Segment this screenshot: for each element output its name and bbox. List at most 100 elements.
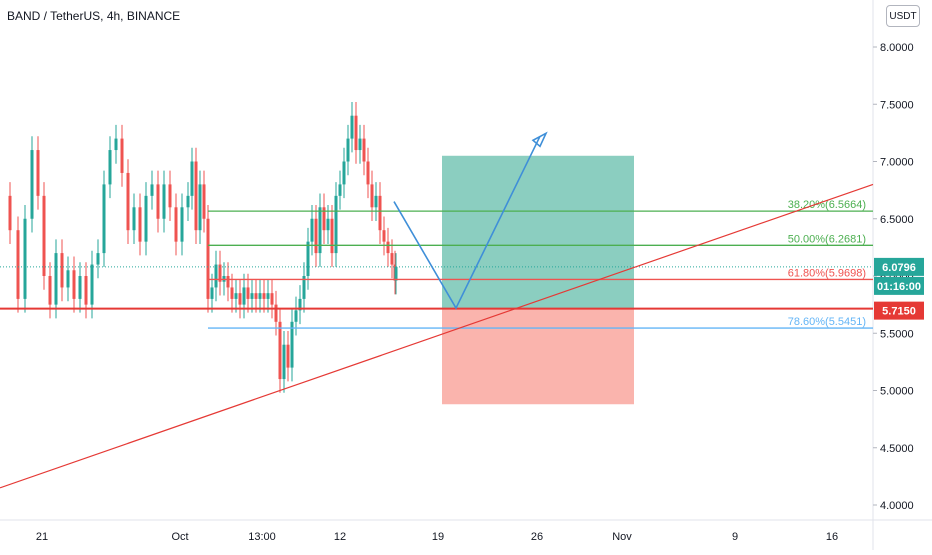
target-zone bbox=[442, 155, 634, 309]
x-tick-label: 13:00 bbox=[248, 531, 276, 543]
candle-body bbox=[156, 184, 160, 219]
candle-body bbox=[48, 276, 52, 305]
currency-badge[interactable]: USDT bbox=[886, 5, 920, 27]
candle-body bbox=[390, 253, 394, 265]
candle-body bbox=[334, 195, 338, 254]
candle-body bbox=[290, 321, 294, 368]
fib-level-label: 78.60%(5.5451) bbox=[788, 316, 866, 328]
candle-body bbox=[206, 218, 210, 299]
candle-body bbox=[294, 310, 298, 322]
candle-body bbox=[386, 241, 390, 254]
candle-body bbox=[120, 138, 124, 173]
candle-body bbox=[238, 293, 242, 305]
stop-zone bbox=[442, 308, 634, 405]
candle-body bbox=[338, 184, 342, 196]
x-tick-label: 9 bbox=[732, 531, 738, 543]
candle-body bbox=[322, 207, 326, 231]
candle-body bbox=[54, 253, 58, 305]
candle-body bbox=[274, 304, 278, 322]
candle-body bbox=[174, 207, 178, 242]
candle-body bbox=[66, 270, 70, 288]
candle-body bbox=[90, 264, 94, 305]
candle-body bbox=[60, 253, 64, 288]
candle-body bbox=[350, 115, 354, 139]
candle-body bbox=[218, 264, 222, 282]
candle-body bbox=[150, 184, 154, 196]
candle-body bbox=[84, 276, 88, 305]
projection-path bbox=[393, 135, 541, 310]
countdown-label-bg bbox=[874, 276, 924, 295]
candle-body bbox=[306, 241, 310, 276]
candle-body bbox=[194, 161, 198, 231]
candle-body bbox=[266, 293, 270, 299]
candle-body bbox=[190, 161, 194, 196]
candle-body bbox=[234, 293, 238, 299]
candle-body bbox=[382, 230, 386, 242]
candle-body bbox=[286, 344, 290, 368]
candle-body bbox=[180, 207, 184, 242]
last-price-label: 6.0796 bbox=[882, 262, 916, 274]
fib-level-label: 38.20%(6.5664) bbox=[788, 199, 866, 211]
candle-body bbox=[214, 264, 218, 288]
candle-body bbox=[342, 161, 346, 185]
candle-body bbox=[210, 287, 214, 299]
trendline bbox=[0, 183, 874, 489]
candle-body bbox=[254, 293, 258, 299]
projection-arrowhead bbox=[531, 131, 548, 148]
candle-body bbox=[132, 207, 136, 231]
candle-body bbox=[370, 184, 374, 208]
candle-body bbox=[318, 207, 322, 254]
candle-body bbox=[302, 276, 306, 299]
candle-body bbox=[262, 293, 266, 299]
candle-body bbox=[186, 195, 190, 208]
candle-body bbox=[198, 184, 202, 231]
candle-body bbox=[114, 138, 118, 151]
candle-body bbox=[242, 287, 246, 305]
x-tick-label: 16 bbox=[826, 531, 838, 543]
candle-body bbox=[23, 218, 27, 299]
candle-body bbox=[270, 293, 274, 305]
y-tick-label: 7.5000 bbox=[880, 99, 914, 111]
y-tick-label: 8.0000 bbox=[880, 42, 914, 54]
candle-body bbox=[230, 287, 234, 299]
x-tick-label: Nov bbox=[612, 531, 632, 543]
y-tick-label: 4.5000 bbox=[880, 443, 914, 455]
candle-body bbox=[162, 184, 166, 219]
candle-body bbox=[358, 138, 362, 151]
candle-body bbox=[226, 276, 230, 288]
candle-body bbox=[96, 253, 100, 265]
candle-body bbox=[250, 293, 254, 299]
candle-body bbox=[72, 270, 76, 299]
candle-body bbox=[378, 195, 382, 231]
candle-body bbox=[310, 218, 314, 242]
candle-body bbox=[102, 184, 106, 254]
candle-body bbox=[258, 293, 262, 299]
candle-body bbox=[16, 230, 20, 299]
candle-body bbox=[326, 218, 330, 231]
candle-body bbox=[314, 218, 318, 254]
candle-body bbox=[354, 115, 358, 151]
last-price-label-bg bbox=[874, 257, 924, 276]
candle-body bbox=[278, 321, 282, 380]
x-tick-label: 21 bbox=[36, 531, 48, 543]
candle-body bbox=[144, 195, 148, 242]
y-tick-label: 5.0000 bbox=[880, 386, 914, 398]
candle-body bbox=[362, 138, 366, 162]
x-tick-label: 12 bbox=[334, 531, 346, 543]
countdown-label: 01:16:00 bbox=[877, 281, 921, 293]
y-tick-label: 6.5000 bbox=[880, 214, 914, 226]
x-tick-label: 19 bbox=[432, 531, 444, 543]
candle-body bbox=[394, 266, 398, 281]
candle-body bbox=[168, 184, 172, 208]
chart-title: BAND / TetherUS, 4h, BINANCE bbox=[7, 9, 181, 23]
candle-body bbox=[246, 287, 250, 299]
y-tick-label: 4.0000 bbox=[880, 500, 914, 512]
fib-level-label: 50.00%(6.2681) bbox=[788, 233, 866, 245]
candle-body bbox=[8, 195, 12, 231]
candle-body bbox=[366, 161, 370, 185]
x-tick-label: Oct bbox=[171, 531, 188, 543]
candle-body bbox=[108, 150, 112, 185]
x-tick-label: 26 bbox=[531, 531, 543, 543]
